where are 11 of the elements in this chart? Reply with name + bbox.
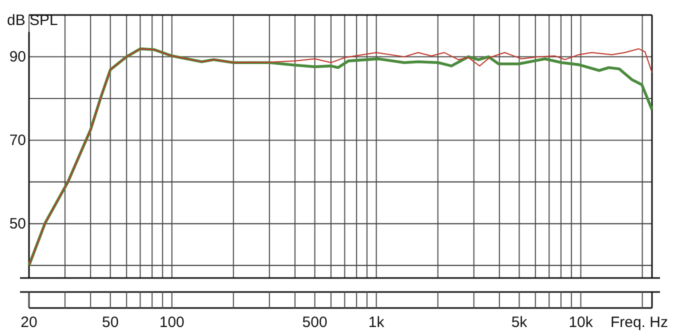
x-tick-label: 10k — [568, 314, 594, 331]
x-tick-label: 500 — [302, 314, 328, 331]
y-tick-label: 50 — [9, 216, 26, 233]
x-tick-label: 5k — [511, 314, 528, 331]
x-tick-label: 1k — [368, 314, 385, 331]
x-axis-title: Freq. Hz — [610, 314, 668, 331]
y-tick-label: 70 — [9, 132, 26, 150]
x-tick-label: 100 — [159, 314, 184, 331]
y-tick-label: 90 — [9, 48, 26, 66]
x-tick-label: 50 — [102, 314, 119, 331]
x-tick-label: 20 — [20, 314, 38, 331]
